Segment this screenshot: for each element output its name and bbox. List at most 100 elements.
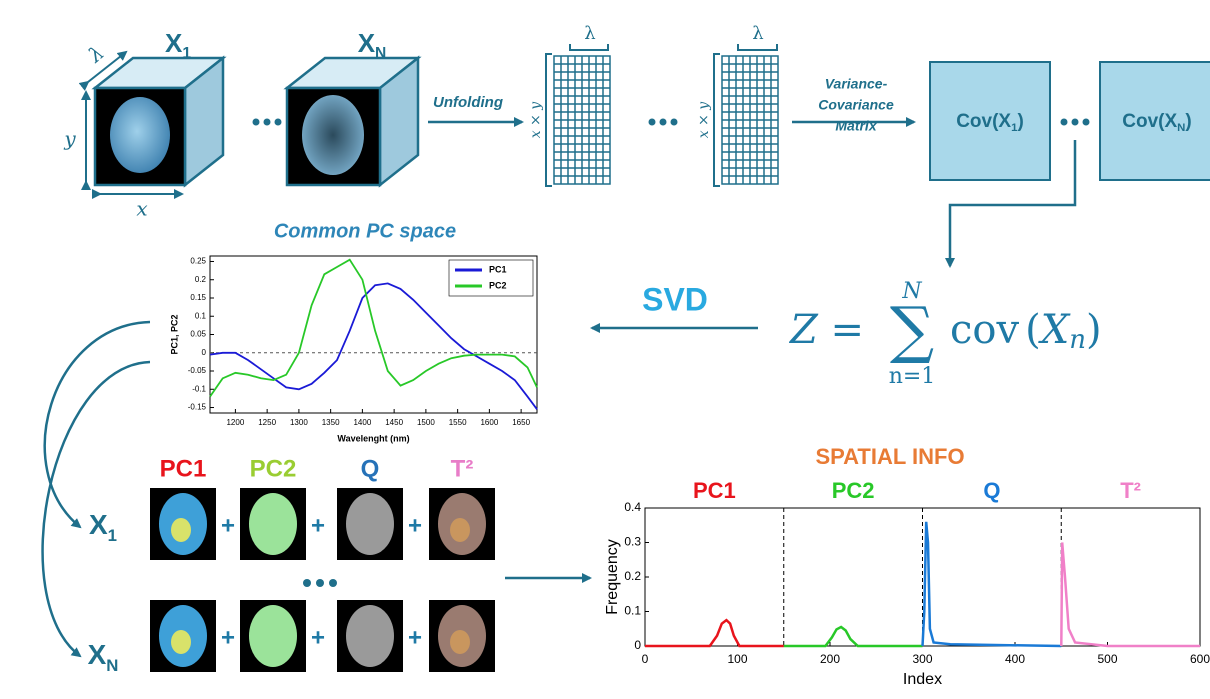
plus: + (221, 624, 235, 651)
arg-sub: n (1069, 325, 1086, 355)
sub: N (1177, 122, 1185, 134)
y-tick-label: 0.1 (624, 604, 641, 618)
sub: 1 (108, 526, 117, 545)
sample-label: X1 (89, 509, 117, 545)
series-line (1061, 543, 1200, 647)
y-tick-label: 0.2 (195, 275, 207, 284)
hot-spot (450, 630, 470, 654)
close: ) (1086, 307, 1102, 353)
plus: + (408, 512, 422, 539)
matrix-grid (554, 56, 610, 184)
arg: X (1038, 307, 1071, 353)
lhs: Z = (788, 307, 864, 353)
y-tick-label: 0.1 (195, 311, 207, 320)
label: x (136, 197, 147, 221)
series-line (923, 522, 1062, 646)
x-tick-label: 0 (642, 652, 649, 666)
sub: 1 (182, 45, 191, 62)
chart-title: Common PC space (274, 220, 456, 242)
x-tick-label: 1500 (417, 418, 435, 427)
lower: n=1 (889, 364, 936, 389)
label: x × y (696, 101, 712, 139)
base: X (88, 639, 107, 670)
plot-frame (210, 256, 537, 413)
base: Cov(X (956, 111, 1011, 132)
thumbnail (429, 600, 495, 672)
plus: + (311, 624, 325, 651)
x-tick-label: 1200 (226, 418, 244, 427)
x-axis-label: Wavelenght (nm) (337, 433, 409, 443)
thumbnail (337, 600, 403, 672)
matrix-grid (722, 56, 778, 184)
y-tick-label: 0.3 (624, 535, 641, 549)
sigma: ∑ (890, 293, 934, 366)
x-tick-label: 400 (1005, 652, 1025, 666)
thumbnail (429, 488, 495, 560)
hot-spot (171, 630, 191, 654)
hot-spot (450, 518, 470, 542)
y-tick-label: 0.4 (624, 500, 641, 514)
x-tick-label: 600 (1190, 652, 1210, 666)
x-tick-label: 1350 (322, 418, 340, 427)
series-line (784, 627, 923, 646)
x-tick-label: 1650 (512, 418, 530, 427)
term: cov (950, 307, 1019, 353)
label: λ (83, 41, 109, 68)
x-tick-label: 500 (1097, 652, 1117, 666)
label: λ (752, 23, 763, 44)
x-tick-label: 1550 (449, 418, 467, 427)
legend-label: PC2 (489, 280, 507, 290)
chart-title: SPATIAL INFO (815, 444, 964, 469)
legend-label: PC1 (489, 264, 507, 274)
component-label: Q (361, 455, 380, 482)
plus: + (221, 512, 235, 539)
y-tick-label: -0.05 (188, 366, 207, 375)
base: X (165, 28, 183, 58)
y-tick-label: -0.1 (192, 384, 206, 393)
open: ( (1025, 307, 1041, 353)
x-tick-label: 1250 (258, 418, 276, 427)
base: X (89, 509, 108, 540)
sub: N (106, 656, 118, 675)
formula: cov(Xn) (950, 307, 1102, 355)
component-label: PC2 (250, 455, 297, 482)
upper: N (901, 279, 922, 304)
plus: + (311, 512, 325, 539)
y-tick-label: 0.05 (190, 330, 206, 339)
x-tick-label: 100 (727, 652, 747, 666)
x-axis-label: Index (903, 671, 942, 688)
y-tick-label: 0.25 (190, 257, 206, 266)
fruit (346, 605, 394, 667)
y-tick-label: 0 (202, 348, 207, 357)
sub: N (375, 45, 386, 62)
section-label: Q (983, 478, 1000, 503)
component-label: PC1 (160, 455, 207, 482)
fruit (249, 493, 297, 555)
formula: Z = (788, 307, 864, 353)
base: Cov(X (1122, 111, 1177, 132)
y-tick-label: 0.15 (190, 293, 206, 302)
y-axis-label: Frequency (604, 539, 621, 615)
x-tick-label: 1600 (480, 418, 498, 427)
label: Unfolding (433, 94, 503, 111)
section-label: T² (1120, 478, 1141, 503)
diagram: X1XNλyxUnfoldingλx × yλx × yVariance-Cov… (0, 0, 1210, 699)
series-line (210, 283, 537, 409)
base: X (358, 28, 376, 58)
section-label: PC2 (832, 478, 875, 503)
label: Matrix (835, 118, 877, 134)
section-label: PC1 (693, 478, 736, 503)
end: ) (1185, 111, 1191, 132)
label: Covariance (818, 97, 894, 113)
thumbnail (240, 488, 306, 560)
component-label: T² (451, 455, 474, 482)
thumbnail (150, 600, 216, 672)
cube (95, 58, 223, 185)
cube-label: X1 (165, 28, 191, 62)
end: ) (1017, 111, 1023, 132)
svd-label: SVD (642, 281, 708, 317)
label: Variance- (825, 76, 888, 92)
series-line (645, 620, 784, 646)
thumbnail (337, 488, 403, 560)
thumbnail (150, 488, 216, 560)
